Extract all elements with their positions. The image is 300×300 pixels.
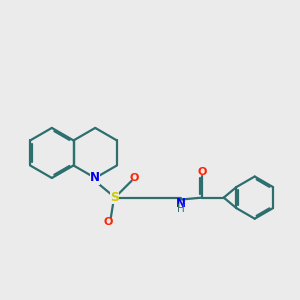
- Text: N: N: [176, 197, 186, 210]
- Text: S: S: [110, 191, 119, 204]
- Text: O: O: [130, 173, 139, 183]
- Text: O: O: [103, 217, 112, 227]
- Text: H: H: [177, 204, 184, 214]
- Text: N: N: [90, 172, 100, 184]
- Text: O: O: [197, 167, 207, 177]
